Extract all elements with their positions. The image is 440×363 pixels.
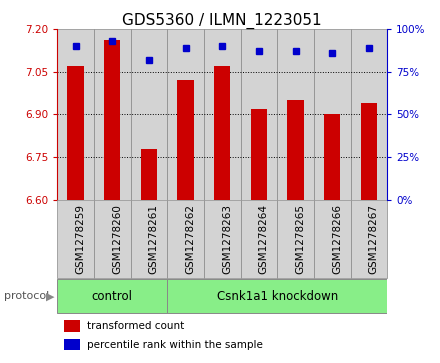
Title: GDS5360 / ILMN_1223051: GDS5360 / ILMN_1223051 bbox=[122, 13, 322, 29]
Text: GSM1278262: GSM1278262 bbox=[186, 204, 195, 274]
Bar bbox=[57, 29, 94, 200]
Bar bbox=[214, 66, 231, 200]
Bar bbox=[251, 109, 267, 200]
Text: control: control bbox=[92, 290, 133, 303]
Bar bbox=[351, 200, 387, 278]
Text: GSM1278263: GSM1278263 bbox=[222, 204, 232, 274]
Bar bbox=[57, 200, 94, 278]
Text: GSM1278259: GSM1278259 bbox=[76, 204, 85, 274]
Bar bbox=[324, 114, 341, 200]
Text: GSM1278264: GSM1278264 bbox=[259, 204, 269, 274]
Bar bbox=[167, 29, 204, 200]
Bar bbox=[277, 200, 314, 278]
Bar bbox=[314, 200, 351, 278]
Bar bbox=[277, 29, 314, 200]
Text: percentile rank within the sample: percentile rank within the sample bbox=[87, 340, 263, 350]
Text: GSM1278267: GSM1278267 bbox=[369, 204, 379, 274]
Text: ▶: ▶ bbox=[46, 291, 55, 301]
Bar bbox=[167, 200, 204, 278]
Bar bbox=[177, 80, 194, 200]
Bar bbox=[104, 40, 121, 200]
Bar bbox=[204, 29, 241, 200]
Bar bbox=[314, 29, 351, 200]
Bar bbox=[241, 200, 277, 278]
Bar bbox=[131, 200, 167, 278]
Text: GSM1278266: GSM1278266 bbox=[332, 204, 342, 274]
Bar bbox=[141, 148, 157, 200]
Bar bbox=[64, 321, 81, 332]
Bar bbox=[64, 339, 81, 350]
Bar bbox=[287, 100, 304, 200]
Bar bbox=[351, 29, 387, 200]
Bar bbox=[241, 29, 277, 200]
Text: GSM1278261: GSM1278261 bbox=[149, 204, 159, 274]
Bar bbox=[131, 29, 167, 200]
Text: GSM1278265: GSM1278265 bbox=[296, 204, 305, 274]
Bar bbox=[204, 200, 241, 278]
Text: transformed count: transformed count bbox=[87, 321, 184, 331]
Text: protocol: protocol bbox=[4, 291, 50, 301]
Bar bbox=[57, 280, 167, 313]
Bar bbox=[361, 103, 377, 200]
Bar bbox=[94, 29, 131, 200]
Bar bbox=[167, 280, 387, 313]
Bar bbox=[67, 66, 84, 200]
Text: GSM1278260: GSM1278260 bbox=[112, 204, 122, 274]
Text: Csnk1a1 knockdown: Csnk1a1 knockdown bbox=[216, 290, 338, 303]
Bar bbox=[94, 200, 131, 278]
